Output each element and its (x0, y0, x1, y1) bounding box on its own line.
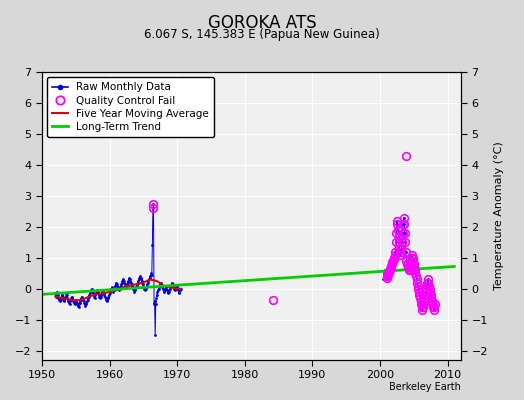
Text: Berkeley Earth: Berkeley Earth (389, 382, 461, 392)
Y-axis label: Temperature Anomaly (°C): Temperature Anomaly (°C) (494, 142, 504, 290)
Text: GOROKA ATS: GOROKA ATS (208, 14, 316, 32)
Text: 6.067 S, 145.383 E (Papua New Guinea): 6.067 S, 145.383 E (Papua New Guinea) (144, 28, 380, 41)
Legend: Raw Monthly Data, Quality Control Fail, Five Year Moving Average, Long-Term Tren: Raw Monthly Data, Quality Control Fail, … (47, 77, 214, 137)
